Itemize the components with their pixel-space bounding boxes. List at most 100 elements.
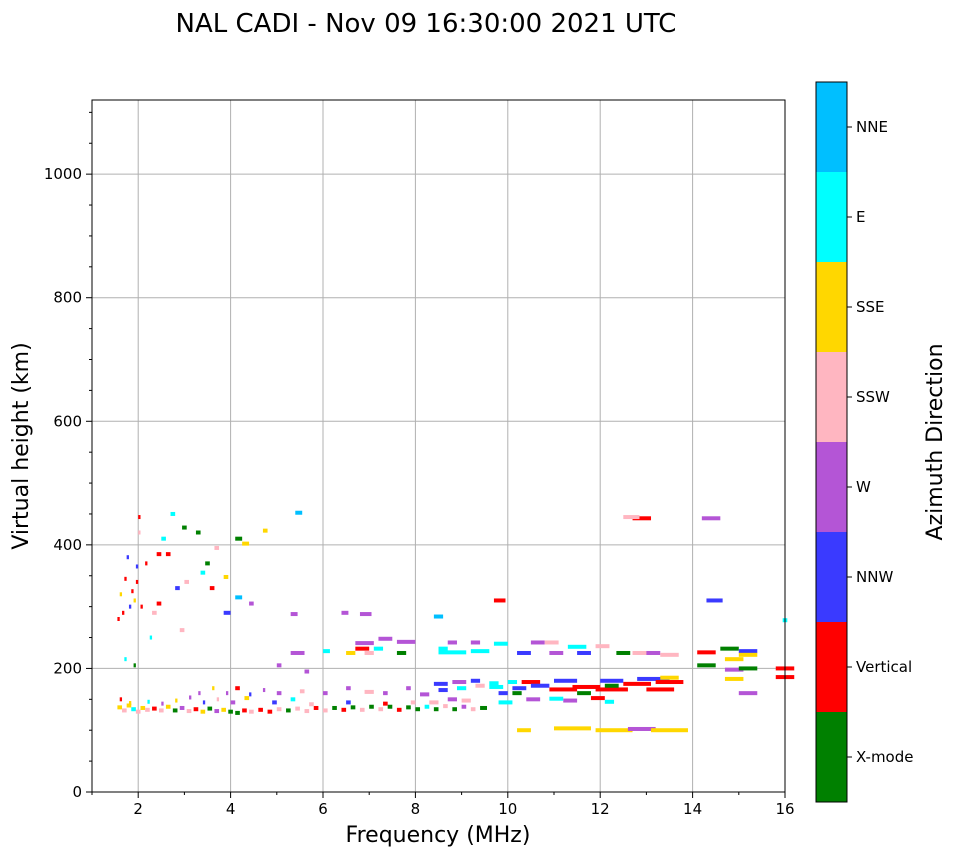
echo-mark [193,707,199,712]
echo-mark [706,598,723,603]
echo-mark [406,686,411,691]
echo-mark [205,561,210,566]
echo-mark [156,601,162,606]
echo-mark [632,516,652,521]
echo-mark [200,709,206,714]
colorbar-segment [816,82,847,172]
echo-mark [549,696,564,701]
echo-mark [452,707,457,712]
echo-mark [383,691,388,696]
echo-mark [470,640,481,645]
echo-mark [651,728,688,733]
colorbar-segment [816,532,847,622]
echo-mark [323,708,328,713]
echo-mark [470,707,476,712]
echo-mark [637,676,670,681]
echo-mark [276,707,282,712]
colorbar-tick-label: X-mode [856,748,913,766]
echo-mark [175,586,180,591]
echo-mark [304,669,310,674]
echo-mark [429,700,439,705]
echo-mark [128,604,132,609]
colorbar-label: Azimuth Direction [923,343,948,540]
y-tick-label: 0 [72,783,82,801]
echo-mark [235,710,240,715]
echo-mark [228,709,233,714]
echo-mark [355,646,370,651]
echo-mark [341,707,347,712]
x-axis-label: Frequency (MHz) [346,823,531,848]
echo-mark [443,704,448,709]
echo-mark [521,680,541,685]
echo-mark [364,650,374,655]
echo-mark [133,663,136,668]
echo-mark [359,707,365,712]
echo-mark [554,726,591,731]
echo-mark [209,586,215,591]
echo-mark [600,678,624,683]
echo-mark [272,700,277,705]
echo-mark [133,598,136,603]
colorbar-tick-label: SSE [856,298,885,316]
echo-mark [350,705,356,710]
echo-mark [161,536,166,541]
echo-mark [646,687,675,692]
echo-mark [135,709,141,714]
echo-mark [452,680,467,685]
x-tick-label: 6 [318,800,328,818]
echo-mark [135,579,139,584]
echo-mark [595,687,628,692]
echo-mark [223,610,231,615]
echo-mark [258,707,263,712]
echo-mark [214,709,220,714]
echo-mark [493,598,506,603]
echo-mark [295,510,303,515]
echo-mark [332,705,337,710]
echo-mark [720,646,739,651]
colorbar-tick-label: NNE [856,118,888,136]
echo-mark [290,650,305,655]
echo-mark [433,681,448,686]
echo-mark [632,650,652,655]
colorbar-segment [816,712,847,802]
y-axis-ticks: 0 200 400 600 800 1000 [44,111,92,801]
echo-mark [128,701,132,706]
echo-mark [158,708,164,713]
echo-mark [369,704,374,709]
echo-mark [286,708,291,713]
echo-mark [433,707,439,712]
echo-mark [627,726,656,731]
echo-mark [341,610,349,615]
echo-mark [738,652,758,657]
echo-mark [202,700,206,705]
echo-mark [131,589,134,594]
echo-mark [145,707,150,712]
echo-mark [461,698,471,703]
echo-mark [304,709,310,714]
echo-mark [470,678,481,683]
echo-mark [517,650,531,655]
echo-mark [138,515,141,520]
colorbar-tick-label: NNW [856,568,893,586]
echo-mark [175,698,178,703]
echo-mark [396,650,407,655]
echo-mark [461,704,467,709]
echo-mark [200,570,206,575]
echo-mark [544,640,559,645]
x-tick-label: 12 [591,800,610,818]
echo-mark [577,691,591,696]
echo-mark [189,695,192,700]
echo-mark [697,650,716,655]
echo-mark [262,528,268,533]
echo-mark [165,552,171,557]
echo-mark [179,628,185,633]
echo-mark [186,709,192,714]
echo-mark [184,579,190,584]
echo-mark [290,697,296,702]
echo-mark [447,640,457,645]
chart-title: NAL CADI - Nov 09 16:30:00 2021 UTC [176,9,677,39]
echo-mark [396,707,402,712]
echo-mark [572,684,601,689]
echo-mark [242,708,247,713]
